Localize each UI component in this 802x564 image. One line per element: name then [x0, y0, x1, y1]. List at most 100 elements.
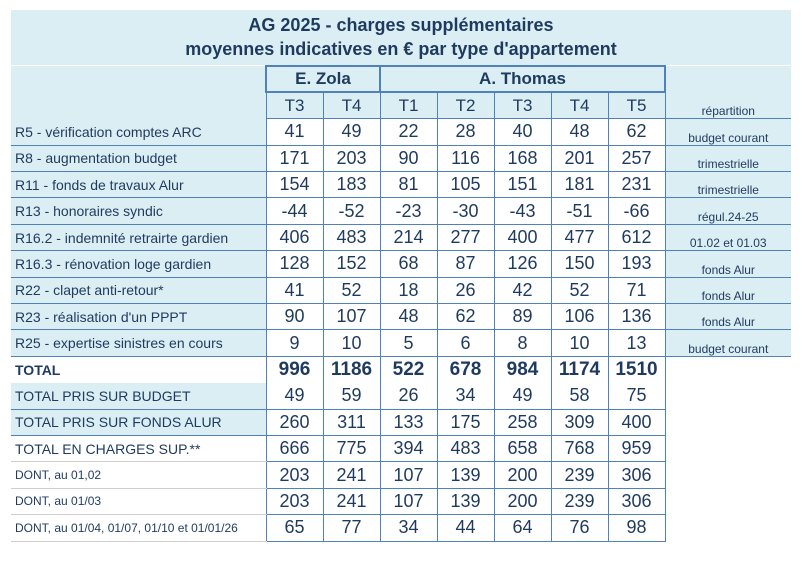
- summary-value-cell[interactable]: 133: [379, 409, 438, 436]
- value-cell[interactable]: 49: [322, 118, 381, 146]
- value-cell[interactable]: 136: [607, 303, 666, 331]
- value-cell[interactable]: 203: [322, 145, 381, 173]
- dont-value-cell[interactable]: 239: [550, 461, 609, 489]
- row-label[interactable]: R23 - réalisation d'un PPPT: [11, 303, 266, 331]
- summary-value-cell[interactable]: 311: [322, 409, 381, 436]
- value-cell[interactable]: 90: [265, 303, 324, 331]
- dont-value-cell[interactable]: 139: [436, 461, 495, 489]
- summary-value-cell[interactable]: 768: [550, 435, 609, 463]
- total-label[interactable]: TOTAL: [11, 356, 266, 383]
- summary-value-cell[interactable]: 658: [493, 435, 552, 463]
- group-thomas[interactable]: A. Thomas: [379, 64, 666, 94]
- value-cell[interactable]: -43: [493, 197, 552, 225]
- value-cell[interactable]: 62: [436, 303, 495, 331]
- dont-value-cell[interactable]: 34: [379, 514, 438, 542]
- dont-value-cell[interactable]: 65: [265, 514, 324, 542]
- value-cell[interactable]: -44: [265, 197, 324, 225]
- summary-value-cell[interactable]: 309: [550, 409, 609, 436]
- dont-label[interactable]: DONT, au 01/03: [11, 488, 267, 516]
- dont-label[interactable]: DONT, au 01,02: [11, 461, 267, 489]
- summary-value-cell[interactable]: 58: [550, 382, 609, 410]
- summary-value-cell[interactable]: 258: [493, 409, 552, 436]
- row-label[interactable]: R16.2 - indemnité retrairte gardien: [11, 224, 266, 252]
- dont-value-cell[interactable]: 200: [493, 488, 552, 516]
- column-header-t1[interactable]: T1: [379, 92, 438, 120]
- value-cell[interactable]: 89: [493, 303, 552, 331]
- total-value-cell[interactable]: 984: [493, 356, 552, 383]
- value-cell[interactable]: 26: [436, 277, 495, 305]
- value-cell[interactable]: 106: [550, 303, 609, 331]
- value-cell[interactable]: 150: [550, 250, 609, 278]
- value-cell[interactable]: 68: [379, 250, 438, 278]
- value-cell[interactable]: 183: [322, 171, 381, 199]
- value-cell[interactable]: 151: [493, 171, 552, 199]
- group-zola[interactable]: E. Zola: [265, 64, 381, 94]
- summary-value-cell[interactable]: 34: [436, 382, 495, 410]
- dont-label[interactable]: DONT, au 01/04, 01/07, 01/10 et 01/01/26: [11, 514, 267, 542]
- repartition-cell[interactable]: fonds Alur: [665, 303, 791, 331]
- dont-value-cell[interactable]: 200: [493, 461, 552, 489]
- repartition-cell[interactable]: fonds Alur: [665, 250, 791, 278]
- value-cell[interactable]: 10: [322, 329, 381, 357]
- value-cell[interactable]: 257: [607, 145, 666, 173]
- value-cell[interactable]: 477: [550, 224, 609, 252]
- value-cell[interactable]: 154: [265, 171, 324, 199]
- value-cell[interactable]: 201: [550, 145, 609, 173]
- value-cell[interactable]: 231: [607, 171, 666, 199]
- summary-value-cell[interactable]: 394: [379, 435, 438, 463]
- dont-value-cell[interactable]: 139: [436, 488, 495, 516]
- total-value-cell[interactable]: 1174: [550, 356, 609, 383]
- value-cell[interactable]: 612: [607, 224, 666, 252]
- value-cell[interactable]: 62: [607, 118, 666, 146]
- value-cell[interactable]: 168: [493, 145, 552, 173]
- value-cell[interactable]: 5: [379, 329, 438, 357]
- dont-value-cell[interactable]: 64: [493, 514, 552, 542]
- value-cell[interactable]: 18: [379, 277, 438, 305]
- value-cell[interactable]: 48: [550, 118, 609, 146]
- summary-value-cell[interactable]: 75: [607, 382, 666, 410]
- value-cell[interactable]: 10: [550, 329, 609, 357]
- value-cell[interactable]: 13: [607, 329, 666, 357]
- repartition-cell[interactable]: régul.24-25: [665, 197, 791, 225]
- dont-value-cell[interactable]: 107: [379, 461, 438, 489]
- dont-value-cell[interactable]: 306: [607, 488, 666, 516]
- repartition-cell[interactable]: trimestrielle: [665, 145, 791, 173]
- total-value-cell[interactable]: 1510: [607, 356, 666, 383]
- column-header-t3[interactable]: T3: [265, 92, 324, 120]
- value-cell[interactable]: 40: [493, 118, 552, 146]
- summary-value-cell[interactable]: 49: [493, 382, 552, 410]
- value-cell[interactable]: -66: [607, 197, 666, 225]
- summary-value-cell[interactable]: 400: [607, 409, 666, 436]
- summary-label[interactable]: TOTAL PRIS SUR FONDS ALUR: [11, 409, 266, 436]
- summary-value-cell[interactable]: 49: [265, 382, 324, 410]
- total-value-cell[interactable]: 996: [265, 356, 324, 383]
- value-cell[interactable]: 6: [436, 329, 495, 357]
- column-header-t3[interactable]: T3: [493, 92, 552, 120]
- row-label[interactable]: R13 - honoraires syndic: [11, 197, 266, 225]
- row-label[interactable]: R16.3 - rénovation loge gardien: [11, 250, 266, 278]
- summary-value-cell[interactable]: 260: [265, 409, 324, 436]
- summary-value-cell[interactable]: 959: [607, 435, 666, 463]
- value-cell[interactable]: 87: [436, 250, 495, 278]
- row-label[interactable]: R22 - clapet anti-retour*: [11, 277, 266, 305]
- summary-value-cell[interactable]: 483: [436, 435, 495, 463]
- value-cell[interactable]: 193: [607, 250, 666, 278]
- value-cell[interactable]: 181: [550, 171, 609, 199]
- summary-label[interactable]: TOTAL EN CHARGES SUP.**: [11, 435, 266, 463]
- summary-value-cell[interactable]: 175: [436, 409, 495, 436]
- dont-value-cell[interactable]: 107: [379, 488, 438, 516]
- dont-value-cell[interactable]: 98: [607, 514, 666, 542]
- row-label[interactable]: R25 - expertise sinistres en cours: [11, 329, 266, 357]
- value-cell[interactable]: 483: [322, 224, 381, 252]
- value-cell[interactable]: 214: [379, 224, 438, 252]
- value-cell[interactable]: 9: [265, 329, 324, 357]
- dont-value-cell[interactable]: 76: [550, 514, 609, 542]
- value-cell[interactable]: 8: [493, 329, 552, 357]
- value-cell[interactable]: 126: [493, 250, 552, 278]
- dont-value-cell[interactable]: 241: [322, 488, 381, 516]
- value-cell[interactable]: 128: [265, 250, 324, 278]
- summary-label[interactable]: TOTAL PRIS SUR BUDGET: [11, 382, 266, 410]
- value-cell[interactable]: -52: [322, 197, 381, 225]
- dont-value-cell[interactable]: 44: [436, 514, 495, 542]
- summary-value-cell[interactable]: 26: [379, 382, 438, 410]
